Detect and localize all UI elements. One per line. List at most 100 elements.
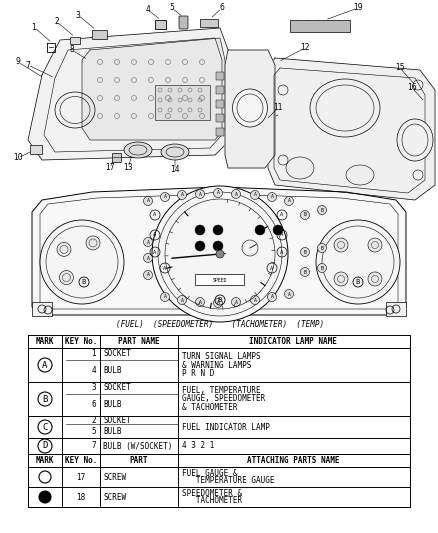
Text: 19: 19 <box>353 4 363 12</box>
Text: BULB: BULB <box>103 367 121 375</box>
Ellipse shape <box>286 157 314 179</box>
Text: 9: 9 <box>16 58 21 67</box>
Text: 4: 4 <box>92 367 96 375</box>
Circle shape <box>158 192 282 316</box>
Text: A: A <box>42 360 48 369</box>
Text: (FUEL)  (SPEEDOMETER)    (TACHOMETER)  (TEMP): (FUEL) (SPEEDOMETER) (TACHOMETER) (TEMP) <box>116 319 324 328</box>
Text: SOCKET: SOCKET <box>103 350 131 359</box>
Polygon shape <box>28 28 230 160</box>
Text: A: A <box>198 191 201 197</box>
FancyBboxPatch shape <box>32 302 52 316</box>
Text: 120: 120 <box>227 294 237 299</box>
Text: 5: 5 <box>170 4 174 12</box>
Text: 2: 2 <box>55 18 60 27</box>
Text: P R N D: P R N D <box>182 369 214 378</box>
Text: 5: 5 <box>92 427 96 435</box>
Circle shape <box>368 272 382 286</box>
Text: MARK: MARK <box>36 337 54 346</box>
FancyBboxPatch shape <box>30 145 42 154</box>
Text: 3: 3 <box>76 11 81 20</box>
Circle shape <box>195 190 205 198</box>
Circle shape <box>57 243 71 256</box>
Text: C: C <box>42 423 48 432</box>
Text: A: A <box>270 265 274 271</box>
Circle shape <box>160 192 170 201</box>
FancyBboxPatch shape <box>216 114 224 122</box>
Text: 12: 12 <box>300 44 310 52</box>
Text: A: A <box>280 213 284 217</box>
Circle shape <box>152 186 288 322</box>
Ellipse shape <box>233 89 268 127</box>
Circle shape <box>213 298 223 308</box>
Circle shape <box>213 189 223 198</box>
Text: 6: 6 <box>219 4 224 12</box>
Text: 7: 7 <box>92 441 96 450</box>
Text: B: B <box>82 279 86 285</box>
Text: 60: 60 <box>178 272 184 277</box>
Text: SPEED: SPEED <box>213 279 227 284</box>
Text: 6: 6 <box>92 400 96 409</box>
Circle shape <box>251 295 259 304</box>
Polygon shape <box>82 38 225 140</box>
Text: 11: 11 <box>273 103 283 112</box>
Circle shape <box>300 268 310 277</box>
Circle shape <box>334 238 348 252</box>
Text: A: A <box>153 249 157 254</box>
Text: A: A <box>235 191 237 197</box>
Text: A: A <box>216 301 219 305</box>
Text: 20: 20 <box>177 233 183 239</box>
Circle shape <box>232 190 240 198</box>
Text: SCREW: SCREW <box>103 472 126 481</box>
Text: B: B <box>304 213 307 217</box>
Text: A: A <box>254 297 256 303</box>
Circle shape <box>318 263 326 272</box>
Text: A: A <box>147 239 149 245</box>
Text: 15: 15 <box>395 63 405 72</box>
Text: KEY No.: KEY No. <box>65 456 97 465</box>
Text: A: A <box>288 292 290 296</box>
Text: 4: 4 <box>145 5 150 14</box>
Text: PART NAME: PART NAME <box>118 337 160 346</box>
Circle shape <box>285 289 293 298</box>
Text: SPEEDOMETER &: SPEEDOMETER & <box>182 489 242 498</box>
FancyBboxPatch shape <box>112 153 121 162</box>
Text: SOCKET: SOCKET <box>103 383 131 392</box>
Text: A: A <box>147 272 149 278</box>
Circle shape <box>232 297 240 306</box>
Circle shape <box>216 250 224 258</box>
FancyBboxPatch shape <box>155 20 166 29</box>
Text: TACHOMETER: TACHOMETER <box>182 496 242 505</box>
FancyBboxPatch shape <box>216 86 224 94</box>
Circle shape <box>318 244 326 253</box>
Text: 80: 80 <box>191 287 197 292</box>
Text: B: B <box>304 249 307 254</box>
Circle shape <box>195 241 205 251</box>
Text: 4 3 2 1: 4 3 2 1 <box>182 441 214 450</box>
FancyBboxPatch shape <box>216 128 224 136</box>
Circle shape <box>40 220 124 304</box>
Text: 2: 2 <box>92 416 96 425</box>
Text: A: A <box>235 300 237 304</box>
Circle shape <box>60 271 74 285</box>
Text: B: B <box>42 394 48 403</box>
Circle shape <box>300 247 310 256</box>
Text: B: B <box>321 265 323 271</box>
Text: INDICATOR LAMP NAME: INDICATOR LAMP NAME <box>249 337 337 346</box>
Text: BULB: BULB <box>103 400 121 409</box>
Text: 3: 3 <box>92 383 96 392</box>
FancyBboxPatch shape <box>155 85 210 120</box>
Text: FUEL GAUGE &: FUEL GAUGE & <box>182 469 237 478</box>
Text: B: B <box>321 246 323 251</box>
Text: A: A <box>153 232 157 238</box>
Circle shape <box>318 206 326 214</box>
Text: A: A <box>288 198 290 204</box>
Text: TEMPERATURE GAUGE: TEMPERATURE GAUGE <box>182 476 275 485</box>
Polygon shape <box>268 58 435 200</box>
Circle shape <box>177 295 187 304</box>
Text: A: A <box>147 198 149 204</box>
Circle shape <box>300 211 310 220</box>
Text: 13: 13 <box>123 164 133 173</box>
Text: GAUGE, SPEEDOMETER: GAUGE, SPEEDOMETER <box>182 394 265 403</box>
Text: TURN SIGNAL LAMPS: TURN SIGNAL LAMPS <box>182 352 261 361</box>
Text: A: A <box>163 295 166 300</box>
